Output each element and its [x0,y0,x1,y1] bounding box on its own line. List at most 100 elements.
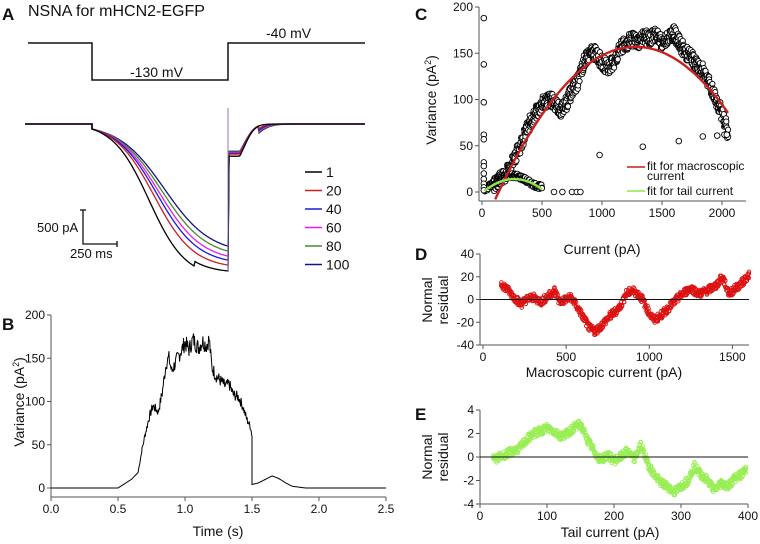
panel-b-x-tick-label: 1.0 [177,502,194,516]
outlier-point [480,99,488,106]
panel-e-residual-point [641,448,647,453]
panel-letter-a: A [2,5,14,24]
panel-e-residual-point [591,443,596,449]
panel-d-residual-point [746,269,752,275]
panel-c-x-tick-label: 1500 [649,206,676,220]
panel-e-x-tick-label: 100 [537,509,557,523]
panel-d-y-tick-label: 0 [467,293,474,307]
panel-e-y-tick-label: 4 [467,403,474,417]
panel-e-residual-point [608,451,614,457]
panel-e-residual-point [632,459,637,465]
panel-d-y-tick-label: 20 [461,270,475,284]
outlier-point [596,151,603,159]
panel-d-residual-point [744,278,750,283]
panel-a-legend: 1 20 40 60 80 100 [305,164,350,273]
panel-e: 0 100 200 300 400 -4 -2 0 2 4 Tail current (pA) N… [419,403,758,540]
panel-d-residual-point [554,289,559,295]
panel-e-residual-point [693,464,698,470]
panel-e-residual-point [697,466,702,472]
panel-a: NSNA for mHCN2-EGFP -130 mV -40 mV 500 p… [25,3,365,273]
outlier-point [675,137,683,145]
outlier-point [713,132,721,139]
legend-label-100: 100 [326,257,350,273]
panel-d-ylabel-line1: Normal [419,277,435,322]
panel-d-residual-point [655,319,661,324]
panel-d-residual-point [646,306,651,311]
panel-d-residual-point [621,299,627,305]
panel-d-residual-point [730,292,735,297]
fit-line-macroscopic [494,45,729,200]
panel-letter-b: B [2,315,14,334]
panel-d-residual-point [646,308,651,314]
panel-e-residual-point [718,477,724,483]
panel-b-y-tick-label: 0 [38,481,45,495]
panel-e-residual-point [508,453,514,458]
legend-label-macroscopic-cont: current [647,169,685,183]
panel-d-residual-point [590,323,595,329]
panel-letter-d: D [415,245,427,264]
legend-label-60: 60 [326,220,342,236]
panel-d-y-tick-label: -40 [457,338,475,352]
panel-e-y-tick-label: -2 [463,474,474,488]
panel-e-ylabel-line2: residual [435,432,451,481]
outlier-point [480,162,488,170]
panel-e-residual-point [591,446,596,452]
panel-e-residual-point [595,453,600,458]
panel-e-x-tick-label: 400 [738,509,758,523]
outlier-point [723,131,731,138]
panel-d-residual-point [619,303,625,308]
panel-e-residual-point [672,492,678,497]
outlier-point [480,14,488,22]
panel-d-residual-point [511,292,516,298]
panel-b-x-tick-label: 2.5 [378,502,395,516]
panel-d-residual-point [716,281,722,287]
panel-b-x-tick-label: 2.0 [311,502,328,516]
outlier-point [480,136,488,143]
panel-d-residual-point [519,303,524,308]
panel-d-xlabel: Macroscopic current (pA) [526,364,682,380]
panel-d-residual-point [645,303,650,309]
legend-label-40: 40 [326,201,342,217]
panel-c-x-tick-label: 500 [532,206,552,220]
panel-e-residual-point [651,469,657,475]
panel-d-residual-point [573,299,579,305]
panel-e-ylabel-line1: Normal [419,434,435,479]
fit-line-tail [483,177,543,193]
scale-bar [82,210,117,245]
panel-e-residual-point [730,482,735,487]
voltage-protocol-line [28,42,365,81]
panel-d-x-tick-label: 1000 [636,350,663,364]
panel-d-residual-point [691,291,696,297]
panel-c-y-tick-label: 0 [466,185,473,199]
scale-bar-x-label: 250 ms [70,246,113,261]
variance-trace [51,333,386,489]
protocol-label-hyperpolarizing: -130 mV [130,64,184,80]
panel-d-ylabel-line2: residual [435,275,451,324]
panel-letter-e: E [415,405,426,424]
trace-sweep-20 [25,123,365,266]
panel-d: 0 500 1000 1500 -40 -20 0 20 40 Macroscopic curr… [419,247,752,380]
panel-d-residual-point [746,271,752,276]
panel-b-x-tick-label: 0.5 [110,502,127,516]
panel-d-x-tick-label: 500 [556,350,576,364]
panel-b-x-tick-label: 0.0 [43,502,60,516]
outlier-point [550,188,558,196]
panel-b-y-tick-label: 100 [25,395,45,409]
scale-bar-y-label: 500 pA [37,220,79,235]
data-point [576,78,583,85]
data-point [611,64,618,71]
outlier-point [559,188,566,196]
panel-d-residual-point [722,282,727,287]
outlier-point [639,143,647,150]
data-point [723,118,730,125]
panel-c-y-tick-label: 100 [453,93,473,107]
outlier-point [699,133,707,140]
panel-d-residual-point [717,280,723,286]
panel-e-residual-point [648,463,654,469]
legend-label-1: 1 [326,164,334,180]
panel-e-residual-point [527,438,532,444]
panel-d-residual-point [672,301,678,306]
panel-e-residual-point [601,459,606,464]
panel-c-x-tick-label: 0 [479,206,486,220]
